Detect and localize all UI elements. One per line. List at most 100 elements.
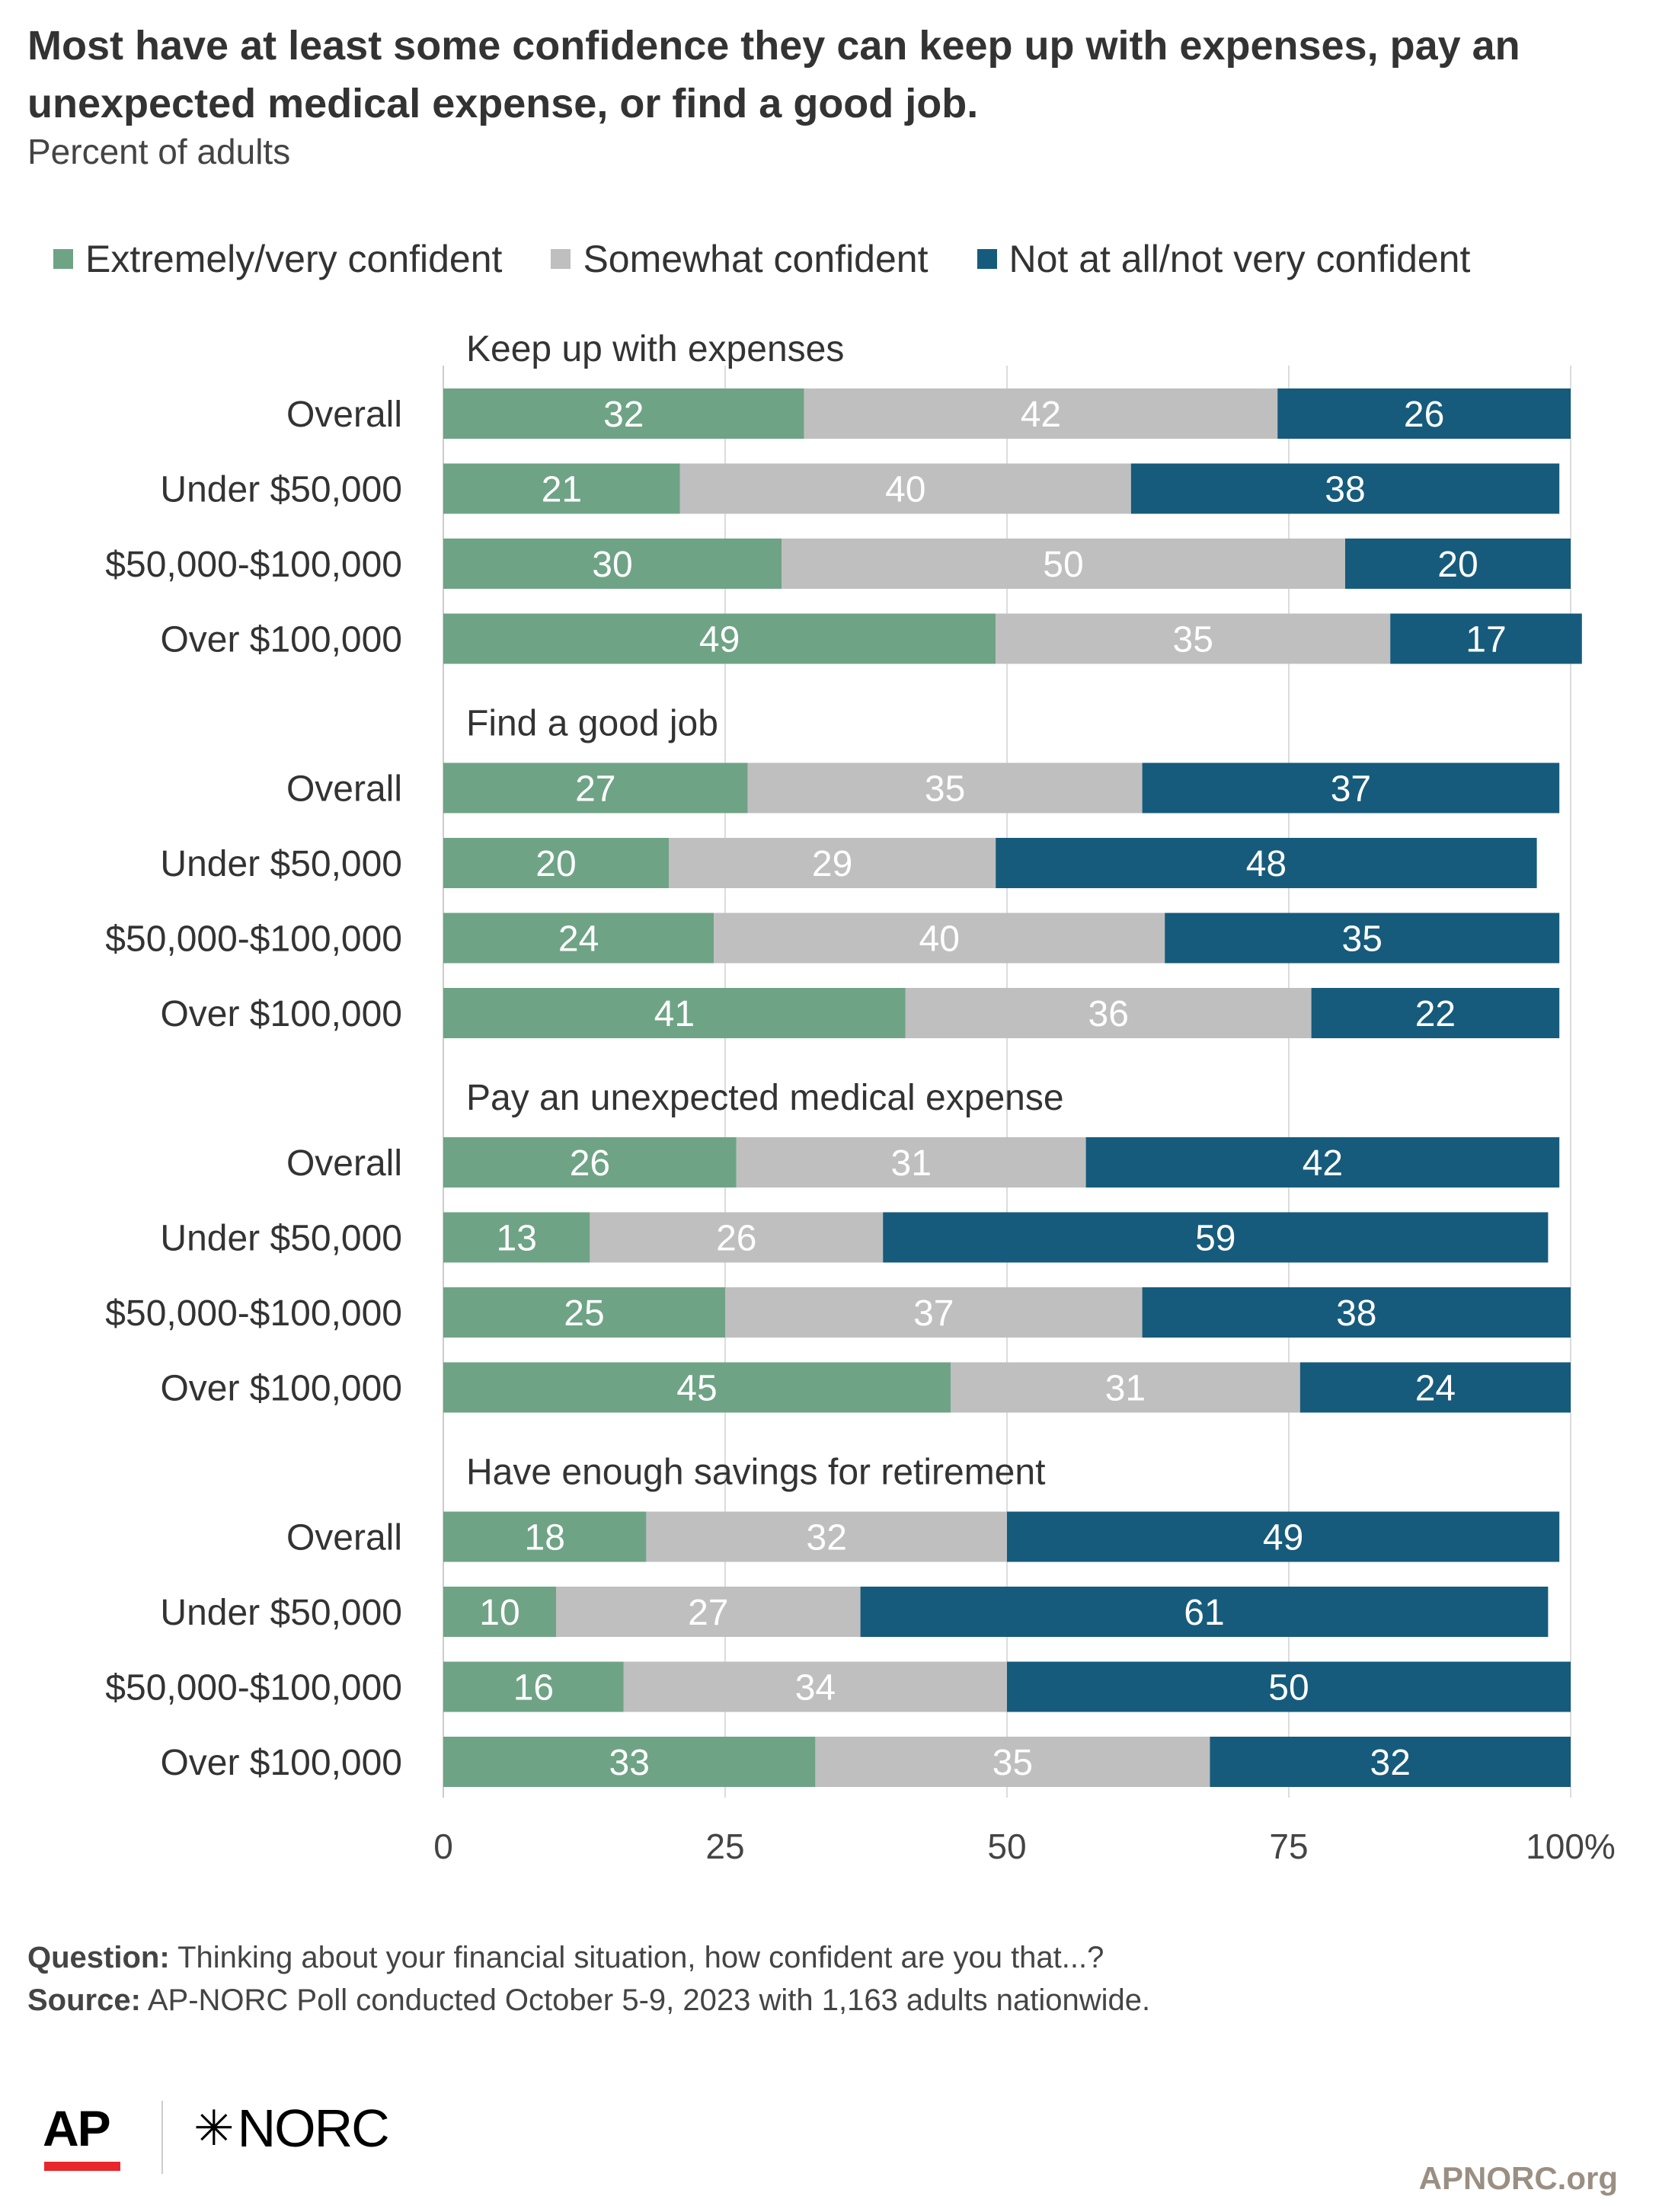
bar-label-find-a-good-job-50-000-100-000-extremely-very-confident: 24: [558, 919, 599, 960]
chart-subtitle: Percent of adults: [27, 132, 291, 171]
x-tick-label-0: 0: [433, 1827, 453, 1866]
bar-pay-an-unexpected-medical-expense-overall-somewhat-confident: [736, 1137, 1086, 1188]
bar-label-keep-up-with-expenses-overall-somewhat-confident: 42: [1021, 395, 1061, 435]
row-label-pay-an-unexpected-medical-expense-under-50-000: Under $50,000: [160, 1219, 402, 1259]
row-label-keep-up-with-expenses-over-100-000: Over $100,000: [160, 620, 402, 660]
bar-label-have-enough-savings-for-retirement-overall-extremely-very-confident: 18: [525, 1518, 565, 1558]
bar-label-find-a-good-job-over-100-000-extremely-very-confident: 41: [654, 994, 695, 1034]
bar-label-keep-up-with-expenses-under-50-000-extremely-very-confident: 21: [542, 470, 582, 510]
bar-label-find-a-good-job-over-100-000-somewhat-confident: 36: [1088, 994, 1129, 1034]
bar-label-find-a-good-job-50-000-100-000-not-at-all-not-very-confident: 35: [1342, 919, 1382, 960]
ap-logo: AP: [43, 2100, 111, 2156]
bar-label-have-enough-savings-for-retirement-under-50-000-somewhat-confident: 27: [688, 1593, 728, 1633]
bar-pay-an-unexpected-medical-expense-overall-not-at-all-not-very-confident: [1085, 1137, 1560, 1188]
norc-star-icon: ✳: [193, 2100, 235, 2156]
bar-keep-up-with-expenses-over-100-000-somewhat-confident: [996, 613, 1391, 664]
legend-label-extremely-very: Extremely/very confident: [85, 238, 503, 280]
bar-label-find-a-good-job-overall-not-at-all-not-very-confident: 37: [1331, 769, 1371, 810]
bar-label-find-a-good-job-50-000-100-000-somewhat-confident: 40: [919, 919, 960, 960]
question-label: Question:: [27, 1941, 170, 1974]
bar-label-keep-up-with-expenses-50-000-100-000-somewhat-confident: 50: [1043, 545, 1083, 585]
row-label-keep-up-with-expenses-under-50-000: Under $50,000: [160, 470, 402, 510]
bar-label-pay-an-unexpected-medical-expense-under-50-000-extremely-very-confident: 13: [497, 1219, 537, 1259]
bar-have-enough-savings-for-retirement-over-100-000-extremely-very-confident: [443, 1737, 816, 1787]
bar-have-enough-savings-for-retirement-50-000-100-000-extremely-very-confident: [443, 1661, 624, 1712]
bar-label-pay-an-unexpected-medical-expense-under-50-000-not-at-all-not-very-confident: 59: [1195, 1219, 1235, 1259]
x-tick-label-50: 50: [987, 1827, 1026, 1866]
bar-find-a-good-job-under-50-000-not-at-all-not-very-confident: [996, 838, 1537, 888]
bar-have-enough-savings-for-retirement-over-100-000-not-at-all-not-very-confident: [1210, 1737, 1571, 1787]
bar-label-pay-an-unexpected-medical-expense-50-000-100-000-somewhat-confident: 37: [913, 1293, 954, 1334]
bar-pay-an-unexpected-medical-expense-50-000-100-000-extremely-very-confident: [443, 1287, 725, 1338]
bar-have-enough-savings-for-retirement-overall-extremely-very-confident: [443, 1511, 647, 1562]
bar-label-pay-an-unexpected-medical-expense-over-100-000-not-at-all-not-very-confident: 24: [1415, 1369, 1456, 1409]
bar-label-have-enough-savings-for-retirement-over-100-000-not-at-all-not-very-confident: 32: [1370, 1743, 1411, 1783]
bar-pay-an-unexpected-medical-expense-over-100-000-not-at-all-not-very-confident: [1299, 1362, 1571, 1413]
bar-find-a-good-job-overall-extremely-very-confident: [443, 762, 748, 814]
bar-find-a-good-job-overall-somewhat-confident: [747, 762, 1143, 814]
row-label-have-enough-savings-for-retirement-overall: Overall: [286, 1518, 402, 1558]
bar-label-have-enough-savings-for-retirement-over-100-000-somewhat-confident: 35: [993, 1743, 1033, 1783]
bar-keep-up-with-expenses-under-50-000-not-at-all-not-very-confident: [1130, 463, 1560, 514]
bar-keep-up-with-expenses-50-000-100-000-not-at-all-not-very-confident: [1345, 539, 1571, 589]
bar-pay-an-unexpected-medical-expense-under-50-000-extremely-very-confident: [443, 1212, 590, 1263]
bar-label-find-a-good-job-overall-extremely-very-confident: 27: [575, 769, 615, 810]
group-title-keep-up-with-expenses: Keep up with expenses: [466, 329, 844, 369]
bar-find-a-good-job-under-50-000-extremely-very-confident: [443, 838, 669, 888]
bar-label-find-a-good-job-under-50-000-not-at-all-not-very-confident: 48: [1246, 844, 1287, 884]
bar-keep-up-with-expenses-over-100-000-extremely-very-confident: [443, 613, 996, 664]
row-label-pay-an-unexpected-medical-expense-50-000-100-000: $50,000-$100,000: [105, 1293, 402, 1334]
bar-find-a-good-job-over-100-000-not-at-all-not-very-confident: [1311, 988, 1560, 1038]
bar-label-pay-an-unexpected-medical-expense-overall-not-at-all-not-very-confident: 42: [1303, 1143, 1343, 1184]
row-label-have-enough-savings-for-retirement-50-000-100-000: $50,000-$100,000: [105, 1668, 402, 1709]
row-label-find-a-good-job-over-100-000: Over $100,000: [160, 994, 402, 1034]
bar-keep-up-with-expenses-under-50-000-extremely-very-confident: [443, 463, 680, 514]
bar-label-find-a-good-job-under-50-000-somewhat-confident: 29: [812, 844, 852, 884]
bar-label-keep-up-with-expenses-overall-not-at-all-not-very-confident: 26: [1404, 395, 1444, 435]
legend-item-extremely-very: Extremely/very confident: [53, 237, 502, 281]
bar-label-find-a-good-job-under-50-000-extremely-very-confident: 20: [535, 844, 576, 884]
bar-pay-an-unexpected-medical-expense-over-100-000-extremely-very-confident: [443, 1362, 951, 1413]
bar-label-pay-an-unexpected-medical-expense-over-100-000-somewhat-confident: 31: [1105, 1369, 1146, 1409]
legend-label-somewhat: Somewhat confident: [583, 238, 929, 280]
bar-pay-an-unexpected-medical-expense-under-50-000-not-at-all-not-very-confident: [883, 1212, 1549, 1263]
bar-label-pay-an-unexpected-medical-expense-overall-extremely-very-confident: 26: [570, 1143, 610, 1184]
question-text: Thinking about your financial situation,…: [169, 1941, 1104, 1974]
bar-pay-an-unexpected-medical-expense-overall-extremely-very-confident: [443, 1137, 737, 1188]
bar-label-keep-up-with-expenses-under-50-000-somewhat-confident: 40: [885, 470, 925, 510]
bar-label-keep-up-with-expenses-over-100-000-not-at-all-not-very-confident: 17: [1466, 620, 1506, 660]
group-title-have-enough-savings-for-retirement: Have enough savings for retirement: [466, 1453, 1045, 1493]
bar-have-enough-savings-for-retirement-50-000-100-000-somewhat-confident: [623, 1661, 1007, 1712]
legend-swatch-not-very: [977, 249, 997, 269]
bar-have-enough-savings-for-retirement-under-50-000-not-at-all-not-very-confident: [860, 1587, 1549, 1637]
stacked-bar-chart: Keep up with expenses Overall 32 42 26 Under …: [105, 329, 1616, 1866]
bar-have-enough-savings-for-retirement-under-50-000-extremely-very-confident: [443, 1587, 556, 1637]
bar-find-a-good-job-50-000-100-000-not-at-all-not-very-confident: [1165, 913, 1560, 964]
bar-find-a-good-job-50-000-100-000-extremely-very-confident: [443, 913, 714, 964]
bar-find-a-good-job-overall-not-at-all-not-very-confident: [1142, 762, 1560, 814]
row-label-find-a-good-job-50-000-100-000: $50,000-$100,000: [105, 919, 402, 960]
footer-source: Source: AP-NORC Poll conducted October 5…: [27, 1983, 1150, 2018]
bar-label-keep-up-with-expenses-over-100-000-somewhat-confident: 35: [1173, 620, 1213, 660]
bar-label-have-enough-savings-for-retirement-overall-somewhat-confident: 32: [807, 1518, 847, 1558]
bar-pay-an-unexpected-medical-expense-50-000-100-000-not-at-all-not-very-confident: [1142, 1287, 1571, 1338]
source-text: AP-NORC Poll conducted October 5-9, 2023…: [140, 1983, 1151, 2017]
bar-keep-up-with-expenses-under-50-000-somewhat-confident: [679, 463, 1131, 514]
legend-item-somewhat: Somewhat confident: [551, 237, 929, 281]
x-tick-label-25: 25: [705, 1827, 744, 1866]
norc-logo-text: NORC: [237, 2099, 390, 2158]
chart-title: Most have at least some confidence they …: [27, 23, 1520, 126]
source-label: Source:: [27, 1983, 141, 2017]
site-link[interactable]: APNORC.org: [1418, 2160, 1618, 2196]
legend-swatch-extremely-very: [53, 249, 73, 269]
legend-swatch-somewhat: [551, 249, 571, 269]
bar-find-a-good-job-over-100-000-extremely-very-confident: [443, 988, 906, 1038]
ap-logo-underline: [44, 2162, 120, 2171]
bar-label-have-enough-savings-for-retirement-under-50-000-not-at-all-not-very-confident: 61: [1184, 1593, 1224, 1633]
norc-logo: ✳ NORC: [193, 2098, 390, 2159]
bar-label-pay-an-unexpected-medical-expense-50-000-100-000-not-at-all-not-very-confident: 38: [1336, 1293, 1376, 1334]
group-title-find-a-good-job: Find a good job: [466, 704, 718, 744]
bar-pay-an-unexpected-medical-expense-under-50-000-somewhat-confident: [590, 1212, 884, 1263]
bar-keep-up-with-expenses-overall-extremely-very-confident: [443, 388, 804, 439]
bar-label-keep-up-with-expenses-50-000-100-000-extremely-very-confident: 30: [592, 545, 632, 585]
